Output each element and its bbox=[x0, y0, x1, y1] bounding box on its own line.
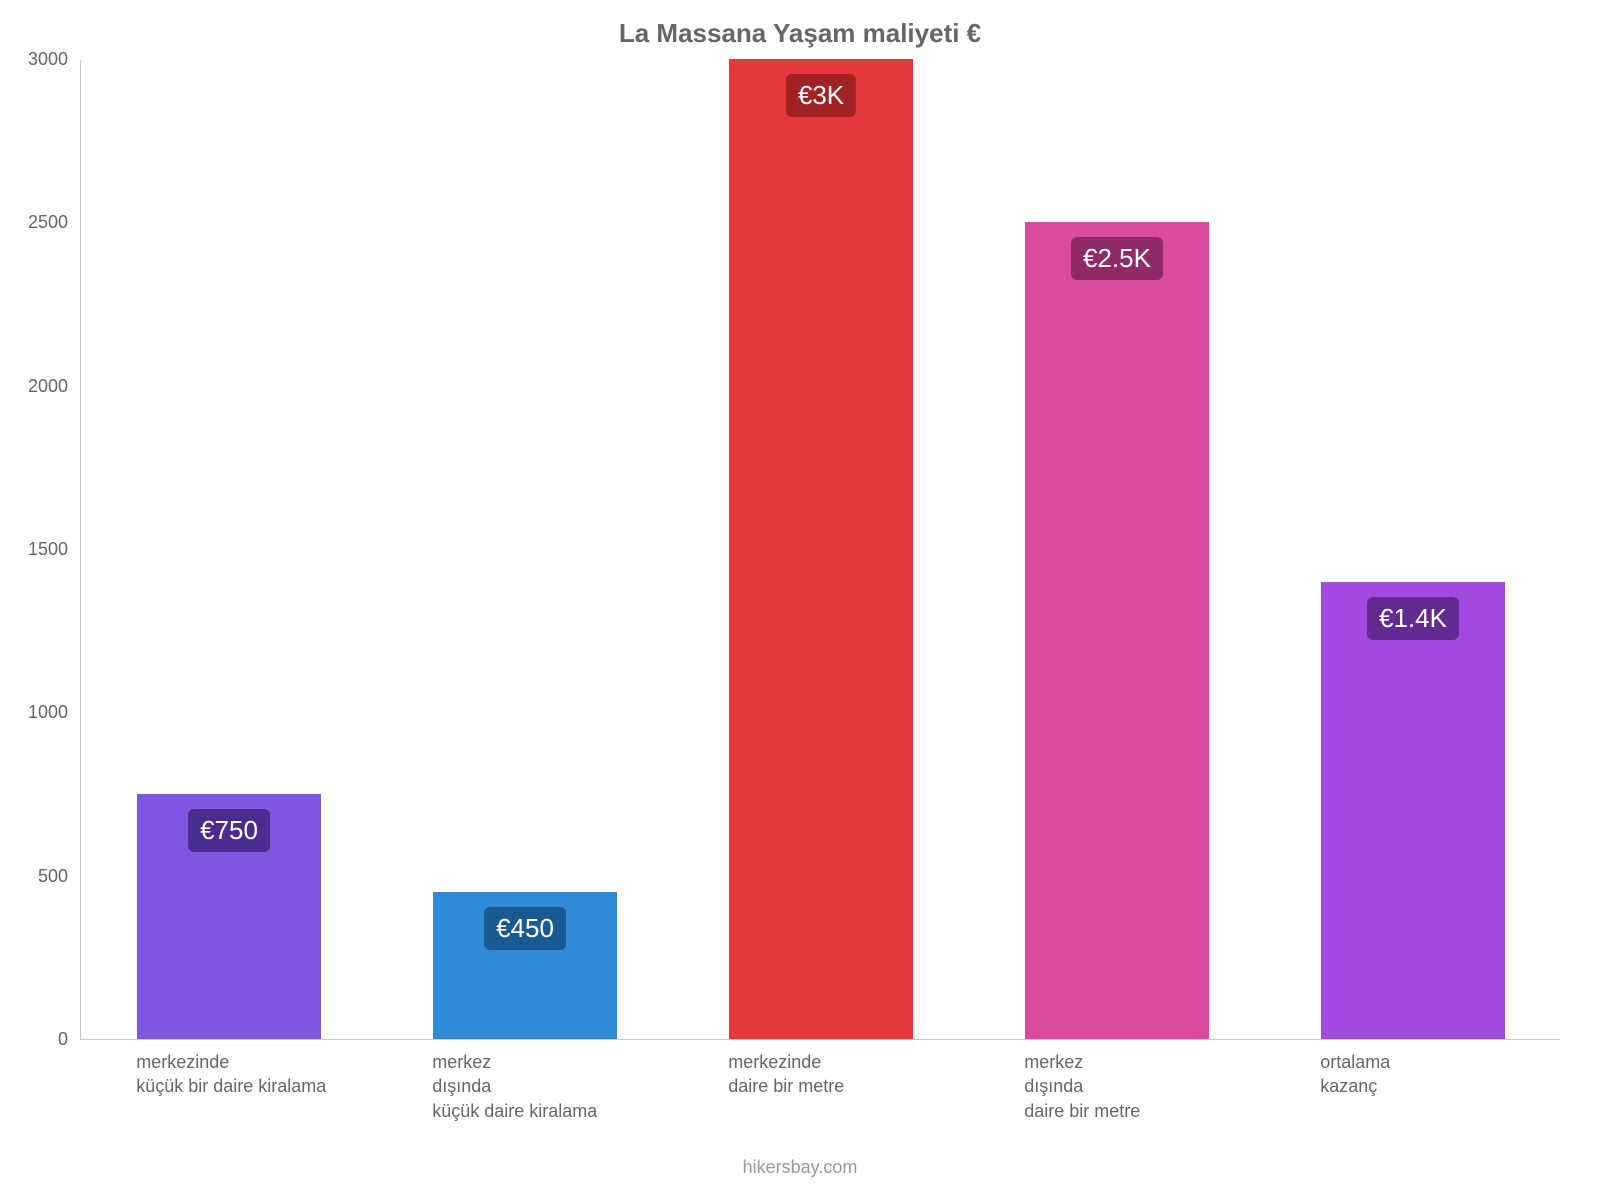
x-category-label: merkezinde küçük bir daire kiralama bbox=[136, 1050, 326, 1099]
value-badge: €2.5K bbox=[1071, 237, 1163, 280]
y-tick-label: 3000 bbox=[0, 49, 68, 70]
x-category-label: merkezinde daire bir metre bbox=[728, 1050, 844, 1099]
y-tick-label: 1000 bbox=[0, 702, 68, 723]
x-category-label: merkez dışında küçük daire kiralama bbox=[432, 1050, 597, 1123]
bar bbox=[729, 59, 913, 1039]
y-tick-label: 2000 bbox=[0, 376, 68, 397]
y-tick-label: 2500 bbox=[0, 212, 68, 233]
chart-container: La Massana Yaşam maliyeti € €750€450€3K€… bbox=[0, 0, 1600, 1200]
value-badge: €450 bbox=[484, 907, 566, 950]
x-category-label: ortalama kazanç bbox=[1320, 1050, 1390, 1099]
y-tick-label: 0 bbox=[0, 1029, 68, 1050]
x-category-label: merkez dışında daire bir metre bbox=[1024, 1050, 1140, 1123]
value-badge: €3K bbox=[786, 74, 856, 117]
plot-area: €750 €450 €3K €2.5K €1.4K bbox=[80, 60, 1560, 1040]
value-badge: €750 bbox=[188, 809, 270, 852]
y-tick-label: 1500 bbox=[0, 539, 68, 560]
bar bbox=[1321, 582, 1505, 1039]
bar bbox=[1025, 222, 1209, 1039]
value-badge: €1.4K bbox=[1367, 597, 1459, 640]
chart-footer: hikersbay.com bbox=[0, 1157, 1600, 1178]
y-tick-label: 500 bbox=[0, 866, 68, 887]
chart-title: La Massana Yaşam maliyeti € bbox=[0, 18, 1600, 49]
